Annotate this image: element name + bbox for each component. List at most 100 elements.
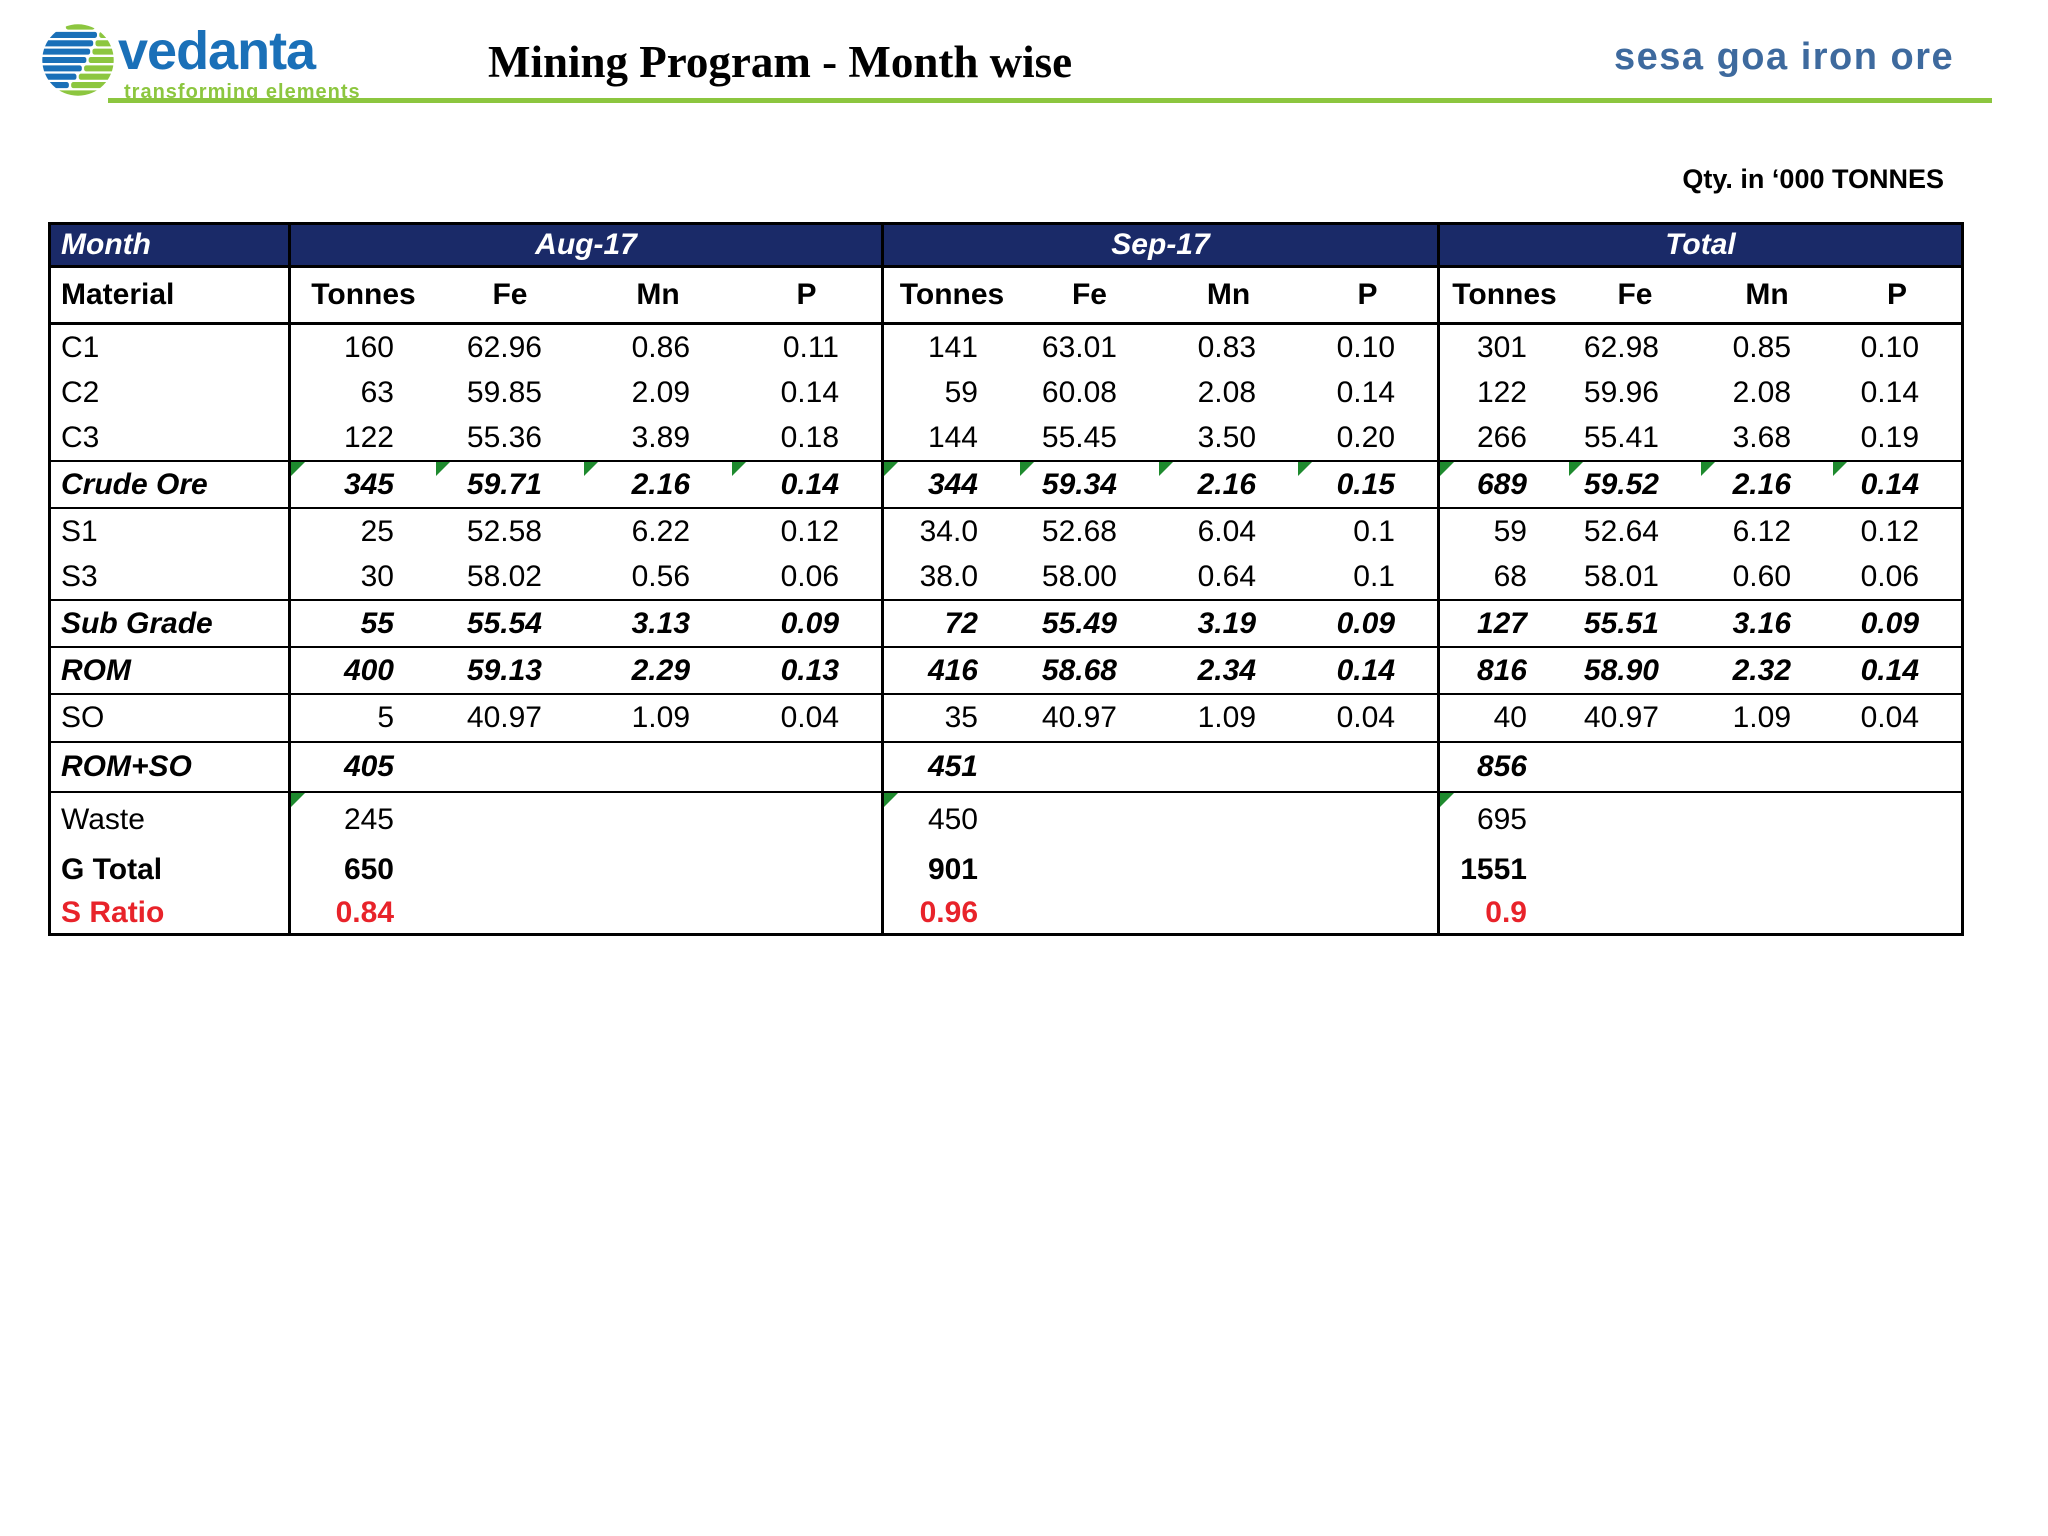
value-cell <box>1159 743 1298 791</box>
comment-flag-icon <box>884 462 898 476</box>
value-cell <box>584 893 732 933</box>
value-cell <box>1701 743 1833 791</box>
value-cell: 40 <box>1437 695 1569 741</box>
value-cell: 52.58 <box>466 514 542 548</box>
table-row: S Ratio 0.84 0.96 0.9 <box>51 893 1961 933</box>
table-row: S1 25 52.58 6.22 0.12 34.0 52.68 6.04 0.… <box>51 509 1961 554</box>
value-cell <box>1833 793 1961 847</box>
sesa-goa-logo: sesa goa iron ore <box>1614 36 1955 78</box>
vedanta-wordmark: vedanta <box>118 21 316 81</box>
row-label: S3 <box>61 559 98 593</box>
value-cell: 0.84 <box>288 893 436 933</box>
value-cell: 0.04 <box>1336 701 1395 734</box>
value-cell <box>1833 743 1961 791</box>
col-header: Mn <box>1206 278 1251 311</box>
month-sep-header: Sep-17 <box>881 225 1437 265</box>
comment-flag-icon <box>1440 793 1454 807</box>
value-cell: 6.12 <box>1732 514 1791 548</box>
value-cell: 0.14 <box>1833 462 1961 507</box>
value-cell: 0.10 <box>1860 330 1919 364</box>
col-header: Tonnes <box>1437 268 1569 322</box>
col-header: Fe <box>492 278 528 311</box>
value-cell: 1.09 <box>631 701 690 734</box>
comment-flag-icon <box>1298 462 1312 476</box>
comment-flag-icon <box>436 462 450 476</box>
value-cell: 141 <box>881 325 1020 370</box>
value-cell: 6.04 <box>1197 514 1256 548</box>
value-cell <box>1020 847 1159 893</box>
value-cell <box>1701 793 1833 847</box>
value-cell: 72 <box>881 601 1020 646</box>
value-cell: 0.09 <box>780 606 839 640</box>
table-row: S3 30 58.02 0.56 0.06 38.0 58.00 0.64 0.… <box>51 554 1961 601</box>
value-cell: 0.9 <box>1437 893 1569 933</box>
value-cell: 55.51 <box>1583 606 1659 640</box>
value-cell <box>436 743 584 791</box>
value-cell: 3.68 <box>1732 420 1791 454</box>
value-cell: 695 <box>1437 793 1569 847</box>
value-cell: 0.1 <box>1353 514 1395 548</box>
value-cell: 0.14 <box>780 375 839 409</box>
value-cell: 0.14 <box>1860 375 1919 409</box>
value-cell: 55.54 <box>466 606 542 640</box>
value-cell: 2.16 <box>1159 462 1298 507</box>
value-cell: 0.86 <box>631 330 690 364</box>
row-label: Crude Ore <box>61 467 208 501</box>
value-cell: 3.50 <box>1197 420 1256 454</box>
col-header: Tonnes <box>881 268 1020 322</box>
value-cell <box>584 847 732 893</box>
table-row: Sub Grade 55 55.54 3.13 0.09 72 55.49 3.… <box>51 601 1961 648</box>
page-title: Mining Program - Month wise <box>488 37 1073 87</box>
value-cell: 450 <box>881 793 1020 847</box>
value-cell: 38.0 <box>881 554 1020 599</box>
value-cell <box>436 793 584 847</box>
value-cell: 122 <box>1437 370 1569 415</box>
value-cell: 2.08 <box>1732 375 1791 409</box>
value-cell: 1.09 <box>1732 701 1791 734</box>
value-cell: 0.64 <box>1197 559 1256 593</box>
value-cell: 0.14 <box>732 462 881 507</box>
value-cell <box>436 847 584 893</box>
col-header: P <box>1886 278 1907 311</box>
value-cell <box>1569 893 1701 933</box>
row-label: G Total <box>61 853 163 886</box>
value-cell <box>1159 893 1298 933</box>
value-cell: 400 <box>288 648 436 693</box>
value-cell <box>1298 743 1437 791</box>
value-cell <box>436 893 584 933</box>
value-cell: 689 <box>1437 462 1569 507</box>
value-cell: 40.97 <box>1041 701 1117 734</box>
row-label: SO <box>61 701 105 734</box>
row-label: S Ratio <box>61 896 165 929</box>
value-cell: 55.36 <box>466 420 542 454</box>
value-cell: 59 <box>881 370 1020 415</box>
value-cell: 144 <box>881 415 1020 460</box>
value-cell: 40.97 <box>1583 701 1659 734</box>
value-cell: 245 <box>288 793 436 847</box>
value-cell: 266 <box>1437 415 1569 460</box>
col-header: Tonnes <box>288 268 436 322</box>
comment-flag-icon <box>884 793 898 807</box>
value-cell <box>1833 893 1961 933</box>
comment-flag-icon <box>1440 462 1454 476</box>
value-cell: 816 <box>1437 648 1569 693</box>
col-header: P <box>1357 278 1378 311</box>
value-cell: 59 <box>1437 509 1569 554</box>
table-row: C3 122 55.36 3.89 0.18 144 55.45 3.50 0.… <box>51 415 1961 462</box>
value-cell: 55.41 <box>1583 420 1659 454</box>
comment-flag-icon <box>732 462 746 476</box>
row-label: S1 <box>61 514 98 548</box>
table-row: G Total 650 901 1551 <box>51 847 1961 893</box>
value-cell: 0.14 <box>1336 653 1395 687</box>
value-cell: 0.83 <box>1197 330 1256 364</box>
value-cell: 0.13 <box>780 653 839 687</box>
value-cell: 0.06 <box>780 559 839 593</box>
comment-flag-icon <box>1020 462 1034 476</box>
vedanta-tagline: transforming elements <box>124 81 361 103</box>
column-header-row: Material Tonnes Fe Mn P Tonnes Fe Mn P T… <box>51 268 1961 325</box>
value-cell: 3.89 <box>631 420 690 454</box>
value-cell <box>1569 743 1701 791</box>
table-row: ROM 400 59.13 2.29 0.13 416 58.68 2.34 0… <box>51 648 1961 695</box>
value-cell: 3.13 <box>631 606 690 640</box>
month-total-header: Total <box>1437 225 1961 265</box>
